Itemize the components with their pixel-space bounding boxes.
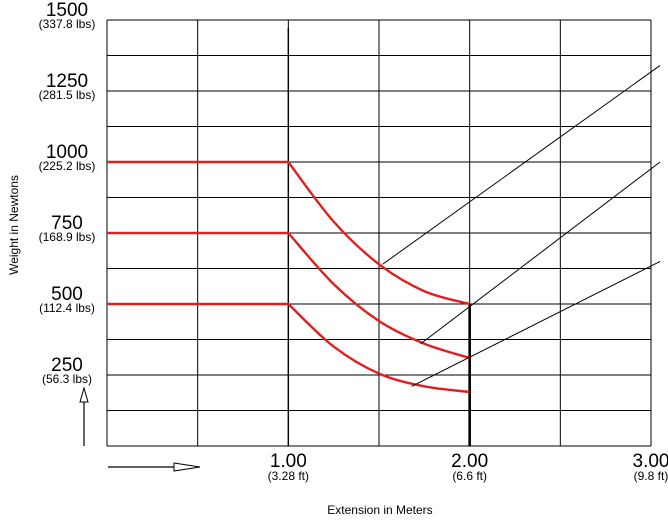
y-tick-label: 750 [51, 213, 83, 234]
y-tick-label: 250 [51, 355, 83, 376]
y-tick-sublabel: (56.3 lbs) [42, 372, 92, 386]
series-line-3 [107, 302, 470, 394]
x-tick-sublabel: (3.28 ft) [268, 469, 309, 483]
y-direction-arrow [79, 386, 89, 446]
x-tick-sublabel: (9.8 ft) [634, 469, 668, 483]
series-line-1 [107, 160, 470, 306]
x-direction-arrow [108, 462, 201, 472]
y-tick-label: 1000 [46, 142, 88, 163]
series-curves [107, 160, 471, 394]
x-tick-sublabel: (6.6 ft) [452, 469, 487, 483]
tick-labels: 250(56.3 lbs) 500(112.4 lbs) 750(168.9 lbs… [39, 0, 668, 483]
x-tick-label: 1.00 [270, 451, 307, 472]
y-tick-sublabel: (281.5 lbs) [39, 88, 96, 102]
x-tick-label: 3.00 [633, 451, 668, 472]
x-tick-label: 2.00 [451, 451, 488, 472]
y-axis-title: Weight in Newtons [7, 175, 21, 275]
y-tick-sublabel: (225.2 lbs) [39, 159, 96, 173]
y-tick-label: 1500 [46, 0, 88, 21]
y-tick-sublabel: (168.9 lbs) [39, 230, 96, 244]
y-tick-label: 1250 [46, 71, 88, 92]
leader-lines [382, 65, 661, 387]
y-tick-sublabel: (112.4 lbs) [39, 301, 95, 315]
leader-line-3 [411, 260, 661, 387]
leader-line-1 [382, 65, 661, 265]
leader-line-2 [420, 161, 661, 345]
x-axis-title: Extension in Meters [327, 503, 432, 517]
y-tick-sublabel: (337.8 lbs) [39, 17, 96, 31]
series-line-2 [107, 231, 471, 360]
y-tick-label: 500 [51, 284, 83, 305]
